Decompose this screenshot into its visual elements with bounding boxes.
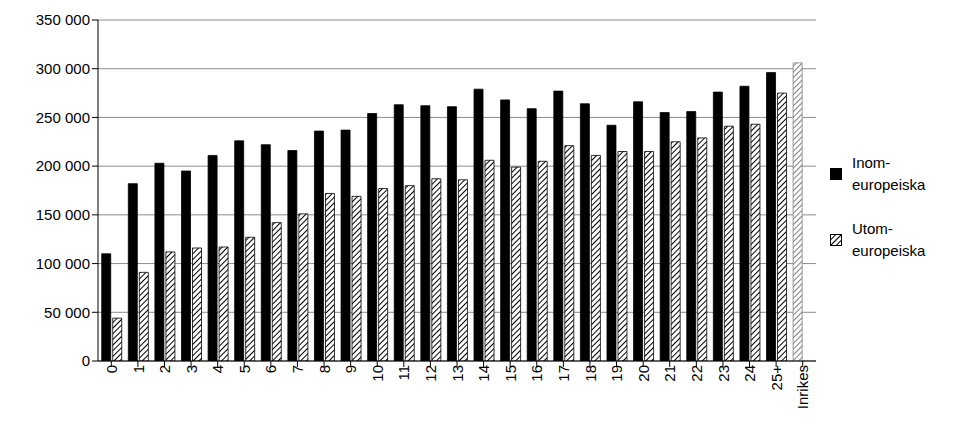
svg-text:3: 3: [183, 365, 200, 373]
svg-text:16: 16: [528, 365, 545, 382]
svg-text:150 000: 150 000: [36, 206, 90, 223]
svg-text:100 000: 100 000: [36, 255, 90, 272]
svg-text:Inrikes: Inrikes: [794, 365, 811, 409]
html-text:Utom-: Utom-: [852, 219, 893, 237]
svg-text:14: 14: [475, 365, 492, 382]
svg-text:24: 24: [741, 365, 758, 382]
svg-text:0: 0: [103, 365, 120, 373]
svg-text:0: 0: [82, 352, 90, 369]
svg-text:50 000: 50 000: [44, 304, 90, 321]
svg-text:23: 23: [715, 365, 732, 382]
svg-text:250 000: 250 000: [36, 109, 90, 126]
svg-text:20: 20: [635, 365, 652, 382]
svg-text:300 000: 300 000: [36, 60, 90, 77]
svg-text:17: 17: [555, 365, 572, 382]
html-text:europeiska: europeiska: [852, 241, 926, 259]
svg-text:5: 5: [236, 365, 253, 373]
svg-text:8: 8: [316, 365, 333, 373]
svg-text:13: 13: [449, 365, 466, 382]
svg-text:19: 19: [608, 365, 625, 382]
svg-text:1: 1: [130, 365, 147, 373]
svg-text:21: 21: [661, 365, 678, 382]
svg-text:9: 9: [342, 365, 359, 373]
svg-text:200 000: 200 000: [36, 157, 90, 174]
svg-text:11: 11: [395, 365, 412, 381]
svg-text:25+: 25+: [768, 365, 785, 391]
svg-text:2: 2: [156, 365, 173, 373]
html-text:europeiska: europeiska: [852, 175, 926, 193]
svg-text:7: 7: [289, 365, 306, 373]
svg-text:22: 22: [688, 365, 705, 382]
svg-text:15: 15: [502, 365, 519, 382]
svg-text:10: 10: [369, 365, 386, 382]
svg-text:350 000: 350 000: [36, 11, 90, 28]
html-text:Inom-: Inom-: [852, 153, 891, 171]
svg-text:6: 6: [263, 365, 280, 373]
svg-text:12: 12: [422, 365, 439, 382]
svg-text:18: 18: [582, 365, 599, 382]
svg-text:4: 4: [209, 365, 226, 373]
